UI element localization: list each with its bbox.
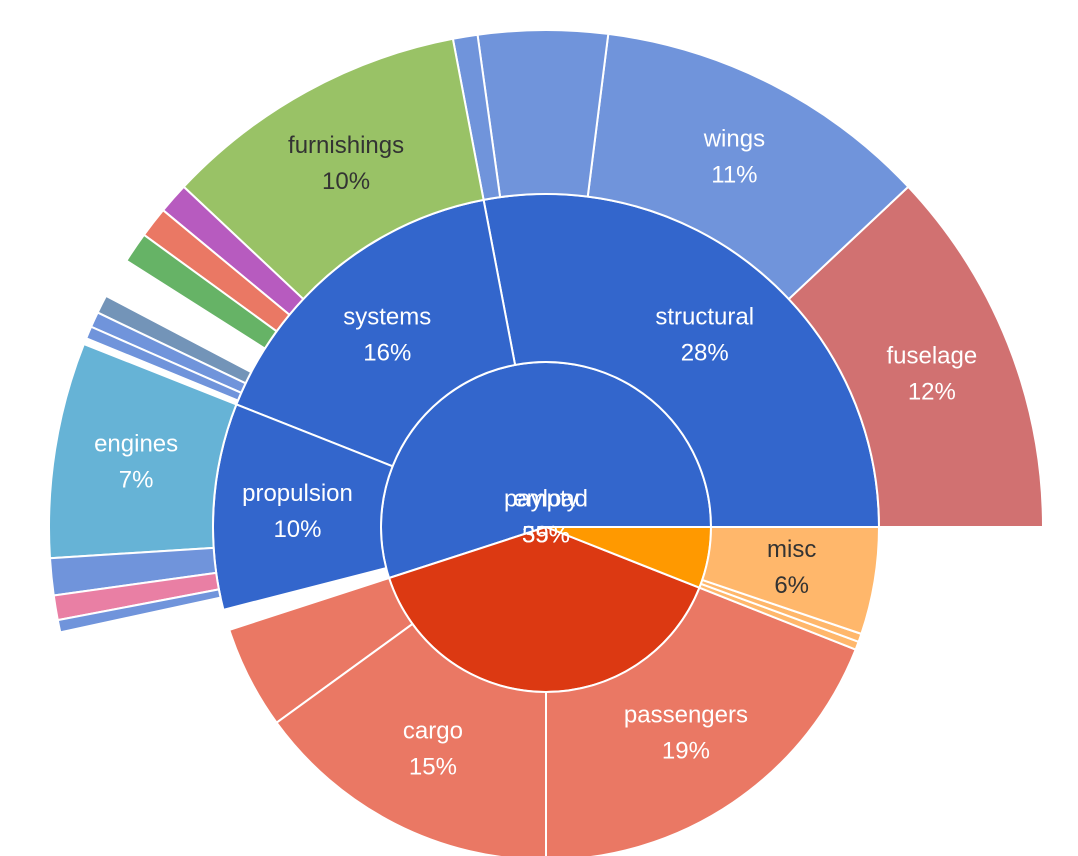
label-wings: wings 11% [703, 126, 765, 189]
label-name: wings [703, 126, 765, 153]
segment-prop-blue2[interactable] [56, 588, 222, 634]
label-percent: 55% [522, 522, 570, 549]
label-percent: 6% [774, 572, 809, 599]
label-name: structural [655, 304, 754, 331]
label-name: payload [504, 486, 588, 513]
label-misc: misc 6% [767, 536, 816, 599]
label-name: fuselage [886, 343, 977, 370]
segment-sys-purple[interactable] [162, 185, 305, 316]
label-furnishings: furnishings 10% [288, 132, 404, 195]
label-percent: 15% [409, 753, 457, 780]
label-percent: 39% [522, 522, 570, 549]
label-cargo: cargo 15% [403, 717, 463, 780]
segment-prop-blue[interactable] [48, 546, 218, 597]
label-engines: engines 7% [94, 431, 178, 494]
segment-sys-salmon[interactable] [142, 209, 291, 333]
label-name: cargo [403, 717, 463, 744]
label-percent: 19% [662, 737, 710, 764]
label-name: empty [513, 486, 578, 513]
label-name: propulsion [242, 480, 353, 507]
label-percent: 28% [681, 340, 729, 367]
labels: empty 55% structural 28% fuselage 12% wings 11%… [94, 126, 977, 781]
label-name: misc [767, 536, 816, 563]
segment-misc[interactable] [701, 526, 880, 635]
label-fuselage: fuselage 12% [886, 343, 977, 406]
label-percent: 16% [363, 340, 411, 367]
label-percent: 10% [273, 516, 321, 543]
label-name: systems [343, 304, 431, 331]
label-passengers: passengers 19% [624, 701, 748, 764]
label-payload: payload 39% [504, 486, 588, 549]
label-empty: empty 55% [513, 486, 578, 549]
segment-sys-blue-b[interactable] [85, 325, 243, 402]
segment-cargo-group[interactable] [228, 576, 414, 724]
segment-cargo[interactable] [275, 622, 547, 856]
segments [48, 29, 1044, 856]
label-percent: 11% [711, 162, 757, 189]
label-percent: 12% [908, 379, 956, 406]
segment-sys-green[interactable] [125, 233, 278, 350]
segment-furnishings[interactable] [182, 37, 485, 301]
label-name: furnishings [288, 132, 404, 159]
segment-struct-c[interactable] [476, 29, 610, 199]
segment-passengers[interactable] [545, 586, 857, 856]
label-percent: 7% [119, 467, 154, 494]
segment-sys-grey[interactable] [96, 294, 253, 385]
label-percent: 10% [322, 168, 370, 195]
label-propulsion: propulsion 10% [242, 480, 353, 543]
segment-fuselage[interactable] [787, 185, 1044, 528]
label-structural: structural 28% [655, 304, 754, 367]
segment-engines[interactable] [48, 343, 238, 560]
segment-prop-pink[interactable] [52, 571, 220, 622]
label-systems: systems 16% [343, 304, 431, 367]
segment-wings[interactable] [586, 32, 910, 301]
label-name: passengers [624, 701, 748, 728]
label-name: engines [94, 431, 178, 458]
segment-struct-d[interactable] [451, 33, 502, 201]
